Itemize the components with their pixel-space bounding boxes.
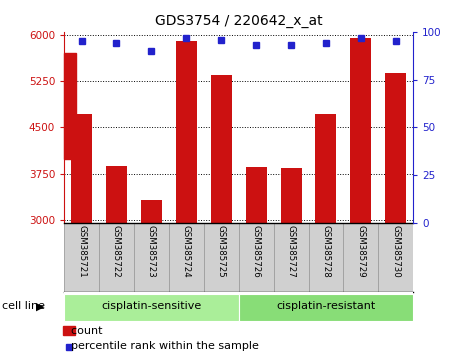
Text: ▶: ▶ xyxy=(36,302,44,312)
Bar xyxy=(281,168,302,223)
FancyBboxPatch shape xyxy=(134,223,169,292)
Text: GSM385727: GSM385727 xyxy=(286,225,295,278)
Text: count: count xyxy=(64,326,103,336)
Bar xyxy=(71,114,92,223)
FancyBboxPatch shape xyxy=(379,223,413,292)
FancyBboxPatch shape xyxy=(99,223,134,292)
FancyBboxPatch shape xyxy=(169,223,204,292)
Text: GSM385726: GSM385726 xyxy=(252,225,261,278)
Text: percentile rank within the sample: percentile rank within the sample xyxy=(64,341,259,351)
Text: cisplatin-sensitive: cisplatin-sensitive xyxy=(101,302,201,312)
Text: GSM385725: GSM385725 xyxy=(217,225,226,278)
FancyBboxPatch shape xyxy=(238,223,274,292)
Title: GDS3754 / 220642_x_at: GDS3754 / 220642_x_at xyxy=(155,14,323,28)
Text: GSM385729: GSM385729 xyxy=(356,225,365,278)
Text: GSM385728: GSM385728 xyxy=(322,225,331,278)
Bar xyxy=(64,53,76,159)
Bar xyxy=(63,326,75,335)
Text: GSM385721: GSM385721 xyxy=(77,225,86,278)
FancyBboxPatch shape xyxy=(343,223,379,292)
Text: GSM385730: GSM385730 xyxy=(391,225,400,278)
Text: GSM385724: GSM385724 xyxy=(182,225,191,278)
FancyBboxPatch shape xyxy=(64,293,238,321)
FancyBboxPatch shape xyxy=(204,223,238,292)
Text: cisplatin-resistant: cisplatin-resistant xyxy=(276,302,376,312)
Text: GSM385723: GSM385723 xyxy=(147,225,156,278)
Bar xyxy=(351,38,371,223)
FancyBboxPatch shape xyxy=(274,223,309,292)
Text: GSM385722: GSM385722 xyxy=(112,225,121,278)
Bar xyxy=(106,166,127,223)
FancyBboxPatch shape xyxy=(238,293,413,321)
Bar xyxy=(211,75,232,223)
Bar xyxy=(385,73,406,223)
Bar xyxy=(315,114,336,223)
Text: cell line: cell line xyxy=(2,302,46,312)
Bar xyxy=(141,200,162,223)
FancyBboxPatch shape xyxy=(64,223,99,292)
FancyBboxPatch shape xyxy=(309,223,343,292)
Bar xyxy=(176,41,197,223)
Bar xyxy=(246,167,266,223)
